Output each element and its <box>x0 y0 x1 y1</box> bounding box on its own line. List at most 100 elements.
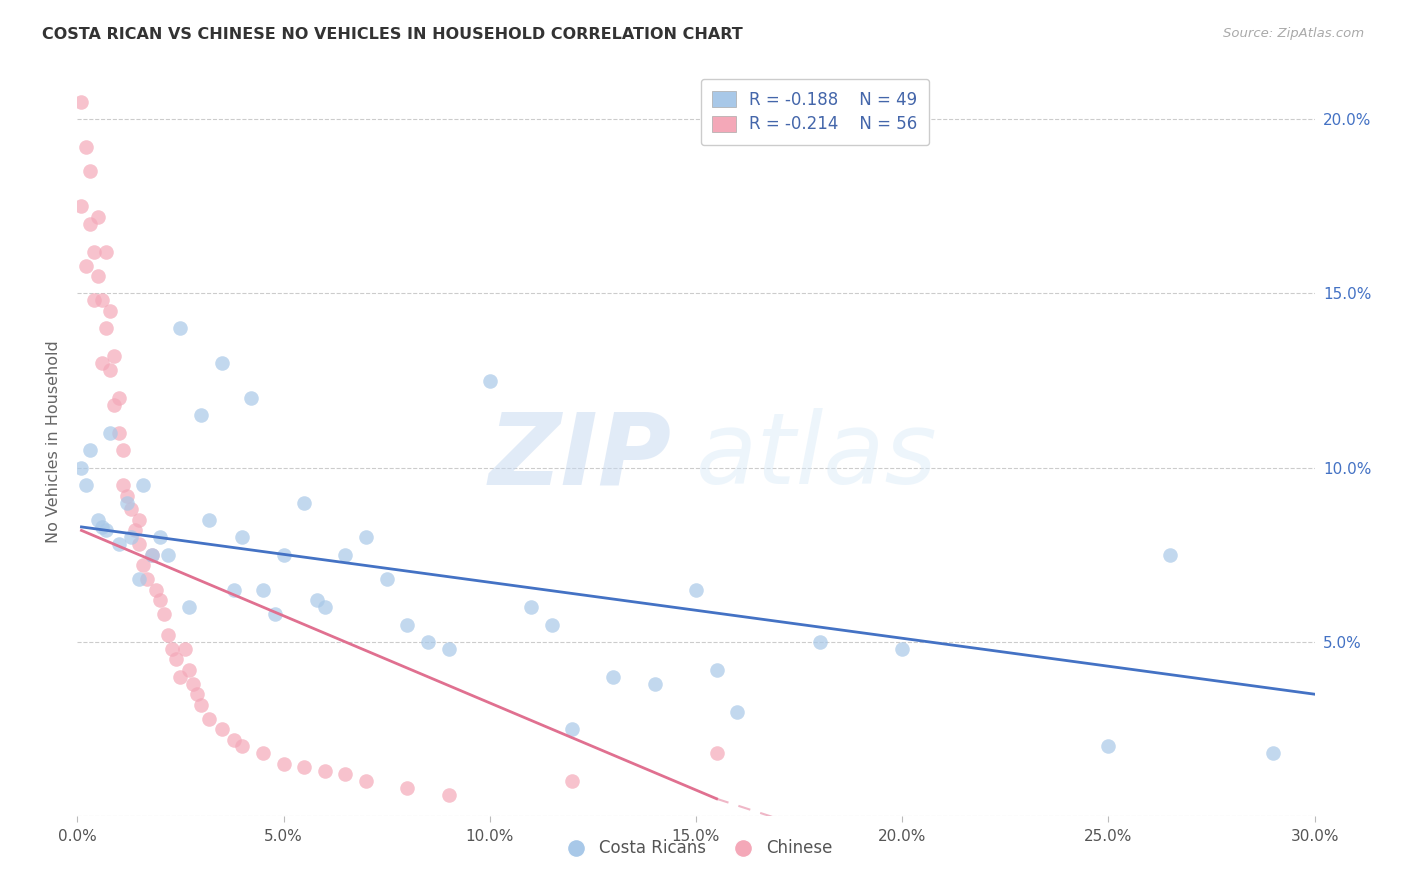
Point <box>173 641 195 656</box>
Point <box>107 391 129 405</box>
Point <box>141 548 163 562</box>
Point <box>128 513 150 527</box>
Point <box>685 582 707 597</box>
Point <box>396 617 419 632</box>
Point <box>252 747 274 761</box>
Point <box>198 513 221 527</box>
Point <box>1097 739 1119 754</box>
Point <box>644 677 666 691</box>
Point <box>83 244 105 259</box>
Text: atlas: atlas <box>696 408 938 505</box>
Point <box>561 774 583 789</box>
Point <box>725 705 748 719</box>
Point <box>128 537 150 551</box>
Point <box>157 548 180 562</box>
Point <box>141 548 163 562</box>
Point <box>169 670 191 684</box>
Text: ZIP: ZIP <box>488 408 671 505</box>
Point <box>335 767 357 781</box>
Point <box>561 722 583 736</box>
Point <box>149 530 172 544</box>
Point <box>103 398 125 412</box>
Point <box>222 732 245 747</box>
Point <box>98 363 121 377</box>
Point <box>165 652 187 666</box>
Point <box>396 781 419 796</box>
Point <box>478 374 501 388</box>
Point <box>115 489 138 503</box>
Text: Source: ZipAtlas.com: Source: ZipAtlas.com <box>1223 27 1364 40</box>
Point <box>79 217 101 231</box>
Point <box>79 164 101 178</box>
Point <box>375 572 398 586</box>
Point <box>96 244 118 259</box>
Point <box>190 698 212 712</box>
Point <box>79 443 101 458</box>
Point <box>157 628 180 642</box>
Point <box>354 530 377 544</box>
Point <box>132 558 155 573</box>
Point <box>87 513 110 527</box>
Point <box>264 607 287 621</box>
Point <box>273 548 295 562</box>
Point <box>292 495 315 509</box>
Point <box>198 712 221 726</box>
Point <box>96 321 118 335</box>
Point <box>98 303 121 318</box>
Y-axis label: No Vehicles in Household: No Vehicles in Household <box>46 340 62 543</box>
Point <box>177 600 200 615</box>
Point <box>186 687 208 701</box>
Point <box>96 524 118 538</box>
Point <box>120 502 142 516</box>
Point <box>70 199 93 213</box>
Point <box>211 722 233 736</box>
Point <box>83 293 105 308</box>
Point <box>70 460 93 475</box>
Point <box>292 760 315 774</box>
Point <box>132 478 155 492</box>
Point <box>120 530 142 544</box>
Point <box>437 641 460 656</box>
Point <box>222 582 245 597</box>
Point <box>252 582 274 597</box>
Point <box>75 478 97 492</box>
Point <box>602 670 624 684</box>
Point <box>211 356 233 370</box>
Point <box>91 356 114 370</box>
Point <box>177 663 200 677</box>
Point <box>87 210 110 224</box>
Point <box>808 635 831 649</box>
Point <box>706 663 728 677</box>
Point <box>273 756 295 771</box>
Point <box>305 593 328 607</box>
Point <box>1159 548 1181 562</box>
Point <box>75 140 97 154</box>
Point <box>91 520 114 534</box>
Point <box>153 607 176 621</box>
Point <box>231 530 253 544</box>
Point <box>75 259 97 273</box>
Point <box>314 764 336 778</box>
Point <box>190 409 212 423</box>
Point <box>136 572 159 586</box>
Point <box>520 600 543 615</box>
Point <box>111 478 134 492</box>
Legend: Costa Ricans, Chinese: Costa Ricans, Chinese <box>553 833 839 864</box>
Point <box>160 641 183 656</box>
Point <box>115 495 138 509</box>
Point <box>91 293 114 308</box>
Point <box>239 391 262 405</box>
Point <box>145 582 167 597</box>
Point <box>1263 747 1285 761</box>
Point <box>98 425 121 440</box>
Point <box>169 321 191 335</box>
Point <box>335 548 357 562</box>
Point <box>231 739 253 754</box>
Point <box>314 600 336 615</box>
Point <box>437 789 460 803</box>
Point <box>107 425 129 440</box>
Point <box>111 443 134 458</box>
Point <box>540 617 562 632</box>
Point <box>891 641 914 656</box>
Point <box>87 268 110 283</box>
